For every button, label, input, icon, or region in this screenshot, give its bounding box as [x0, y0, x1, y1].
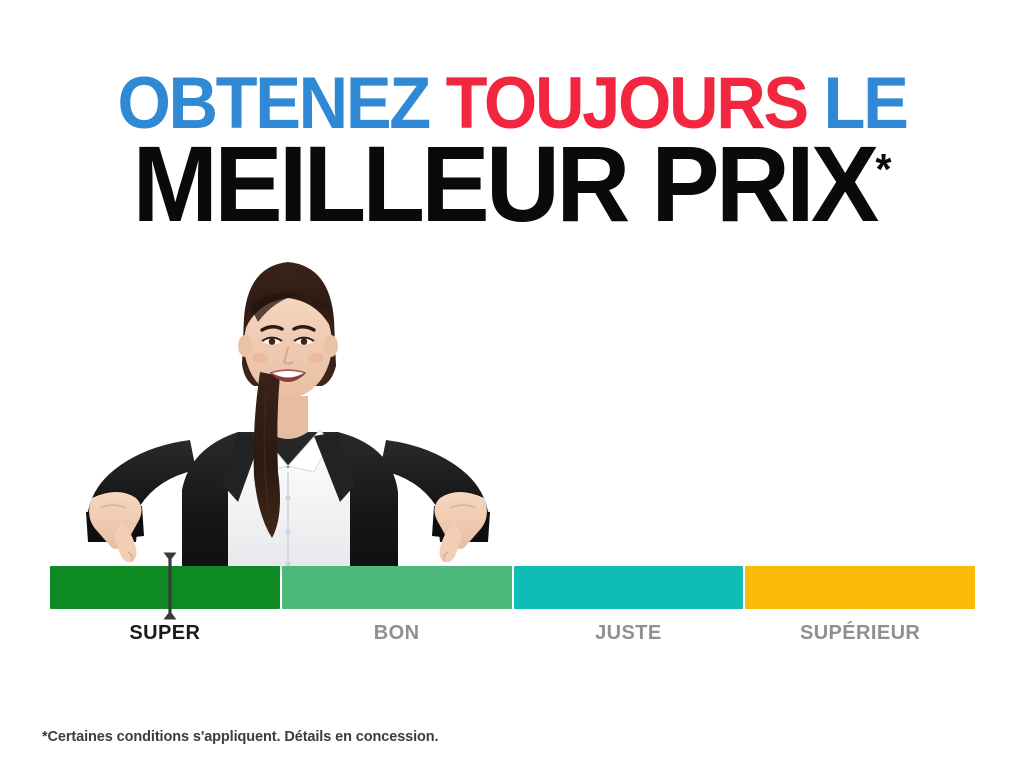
rating-labels: SUPER BON JUSTE SUPÉRIEUR — [50, 620, 975, 646]
headline-block: OBTENEZ TOUJOURS LE MEILLEUR PRIX* — [0, 67, 1024, 238]
headline-line-2: MEILLEUR PRIX* — [26, 130, 999, 238]
rating-segment-super[interactable] — [50, 566, 280, 609]
price-rating-bar — [50, 566, 975, 609]
rating-label-bon: BON — [373, 622, 420, 644]
presenter-photo — [62, 240, 514, 580]
rating-segment-superieur[interactable] — [745, 566, 975, 609]
rating-label-super: SUPER — [129, 622, 201, 644]
rating-segment-juste[interactable] — [513, 566, 744, 609]
price-position-marker — [163, 552, 177, 620]
legal-footnote: *Certaines conditions s'appliquent. Déta… — [42, 729, 439, 745]
rating-label-juste: JUSTE — [595, 622, 662, 644]
rating-segment-bon[interactable] — [281, 566, 512, 609]
headline-line-1: OBTENEZ TOUJOURS LE — [31, 67, 994, 140]
headline-word-toujours: TOUJOURS — [445, 63, 810, 144]
rating-label-superieur: SUPÉRIEUR — [799, 622, 921, 644]
headline-word-le: LE — [823, 63, 909, 144]
headline-word-obtenez: OBTENEZ — [117, 63, 431, 144]
asterisk-marker: * — [875, 146, 892, 195]
headline-meilleur-prix: MEILLEUR PRIX — [132, 123, 880, 245]
